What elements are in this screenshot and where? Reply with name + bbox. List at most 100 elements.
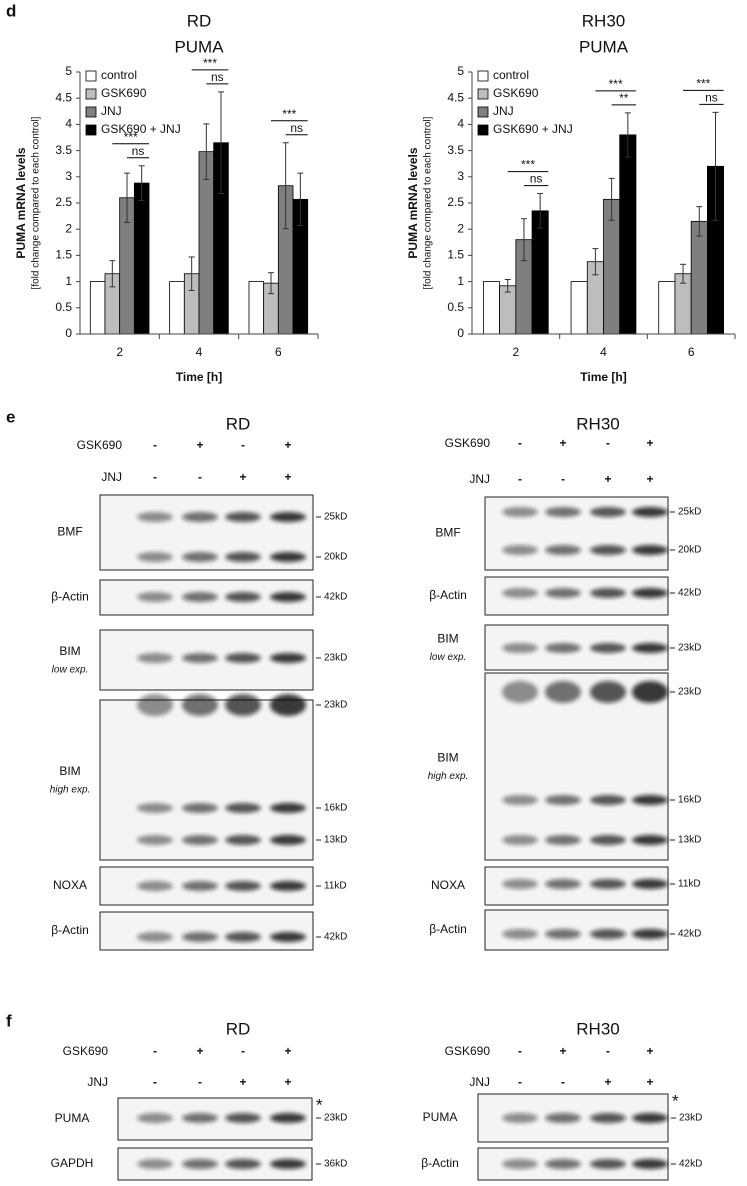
condition-sign: + [239,470,246,484]
blot-band [502,588,538,598]
blot-label: BIM [59,644,80,658]
blot-band [632,643,668,653]
blot-band [545,835,581,845]
blot-label: NOXA [53,878,87,892]
legend-swatch [477,124,489,136]
blot-band [632,507,668,517]
bar [570,281,588,335]
condition-sign: - [153,470,157,484]
legend-label: GSK690 [493,86,539,100]
condition-sign: - [518,1075,522,1089]
y-axis-label: PUMA mRNA levels [406,147,420,258]
condition-sign: - [606,1044,610,1058]
blot-band [182,653,218,663]
condition-sign: + [284,1075,291,1089]
legend-label: GSK690 + JNJ [493,122,573,136]
blot-band [545,879,581,889]
chart-subtitle: PUMA [579,37,629,56]
blot-box [99,911,314,951]
blot-band [137,552,173,562]
blot-label: BIM [59,764,80,778]
condition-sign: - [241,438,245,452]
blot-title: RD [226,414,251,433]
significance-label: ns [290,121,303,135]
condition-sign: + [646,1044,653,1058]
blot-band [545,643,581,653]
blot-band [632,588,668,598]
y-tick-label: 2 [65,221,72,235]
legend-swatch [477,70,489,82]
blot-title: RD [226,1019,251,1038]
blot-label: PUMA [55,1111,90,1125]
blot-band [502,879,538,889]
blot-band [590,929,626,939]
blot-label: NOXA [431,878,465,892]
blot-band [590,507,626,517]
blot-band [270,1113,306,1123]
blot-band [590,835,626,845]
blot-band [137,694,173,716]
blot-band [137,803,173,813]
blot-band [270,881,306,891]
marker-label: 23kD [679,1113,702,1124]
y-tick-label: 4.5 [55,90,72,104]
legend-swatch [85,124,97,136]
significance-label: ns [530,172,543,186]
blot-band [590,795,626,805]
legend-label: control [493,68,529,82]
condition-sign: + [646,436,653,450]
blot-band [502,643,538,653]
blot-band [502,835,538,845]
blot-band [632,835,668,845]
marker-label: 16kD [678,795,701,806]
legend-label: GSK690 + JNJ [101,122,181,136]
blot-band [545,1113,581,1123]
y-tick-label: 2.5 [55,195,72,209]
y-tick-label: 2 [457,221,464,235]
blot-band [545,507,581,517]
blot-band [502,1159,538,1169]
y-tick-label: 5 [457,64,464,78]
blot-band [225,803,261,813]
bar [531,210,549,335]
blot-note: high exp. [428,771,469,782]
blot-band [182,552,218,562]
condition-label: GSK690 [63,1044,109,1058]
blot-label: GAPDH [51,1156,94,1170]
condition-label: JNJ [469,1075,490,1089]
y-axis-label: PUMA mRNA levels [14,147,28,258]
blot-band [270,592,306,602]
condition-label: JNJ [469,472,490,486]
blot-band [137,1113,173,1123]
chart-title: RH30 [582,11,625,30]
legend-swatch [477,106,489,118]
blot-band [502,1113,538,1123]
blot-label: BIM [437,632,458,646]
condition-label: GSK690 [445,436,491,450]
marker-label: 13kD [678,835,701,846]
blot-band [225,881,261,891]
blot-band [137,512,173,522]
condition-label: GSK690 [77,438,123,452]
blot-band [182,1159,218,1169]
y-tick-label: 0.5 [447,300,464,314]
legend-label: control [101,68,137,82]
y-tick-label: 4.5 [447,90,464,104]
blot-band [632,879,668,889]
blot-title: RH30 [576,414,619,433]
significance-label: ns [705,91,718,105]
marker-label: 11kD [324,881,347,892]
blot-band [182,803,218,813]
significance-label: *** [124,130,138,144]
x-axis-label: Time [h] [580,370,626,384]
y-tick-label: 1 [457,274,464,288]
bar [690,220,708,335]
x-tick-label: 2 [116,345,123,359]
panel-label: d [6,1,16,20]
blot-band [137,592,173,602]
x-tick-label: 4 [600,345,607,359]
marker-label: 20kD [678,545,701,556]
blot-band [545,795,581,805]
condition-sign: + [196,1044,203,1058]
blot-band [270,552,306,562]
